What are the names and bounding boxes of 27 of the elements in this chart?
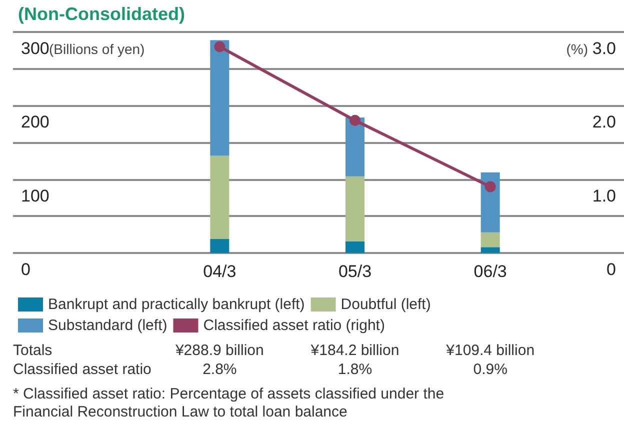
legend-label: Substandard (left) [48,317,168,334]
legend-label: Classified asset ratio (right) [203,317,385,334]
data-label: 2.8% [202,361,237,378]
y-tick-label: 300 [21,39,50,58]
text: ¥184.2 billion [310,342,400,359]
data-label: 0.9% [473,361,508,378]
y2-tick-label: 2.0 [592,112,616,132]
x-tick-label: 04/3 [203,262,236,281]
y2-axis-title: (%) [566,41,588,57]
chart-title: (Non-Consolidated) [18,4,185,24]
y-tick-label: 100 [21,186,50,206]
legend-label: Bankrupt and practically bankrupt (left) [48,296,305,313]
text: ¥109.4 billion [445,342,535,359]
data-label: 1.8% [338,361,372,378]
text: Classified asset ratio [13,361,152,378]
x-tick-label: 06/3 [474,262,507,281]
text: Totals [13,342,52,359]
y-tick-label: 200 [21,112,50,132]
legend-label: Doubtful (left) [340,296,431,313]
y2-tick-label: 0 [606,260,616,279]
x-tick-label: 05/3 [338,262,372,281]
text: ¥288.9 billion [174,342,264,359]
y2-tick-label: 1.0 [592,186,616,206]
y-tick-label: 0 [21,260,30,279]
y-axis-title: (Billions of yen) [49,41,145,57]
text: * Classified asset ratio: Percentage of assets classified under the Financial Reconstruction Law to total loan balance [13,386,448,420]
y2-tick-label: 3.0 [592,39,616,58]
